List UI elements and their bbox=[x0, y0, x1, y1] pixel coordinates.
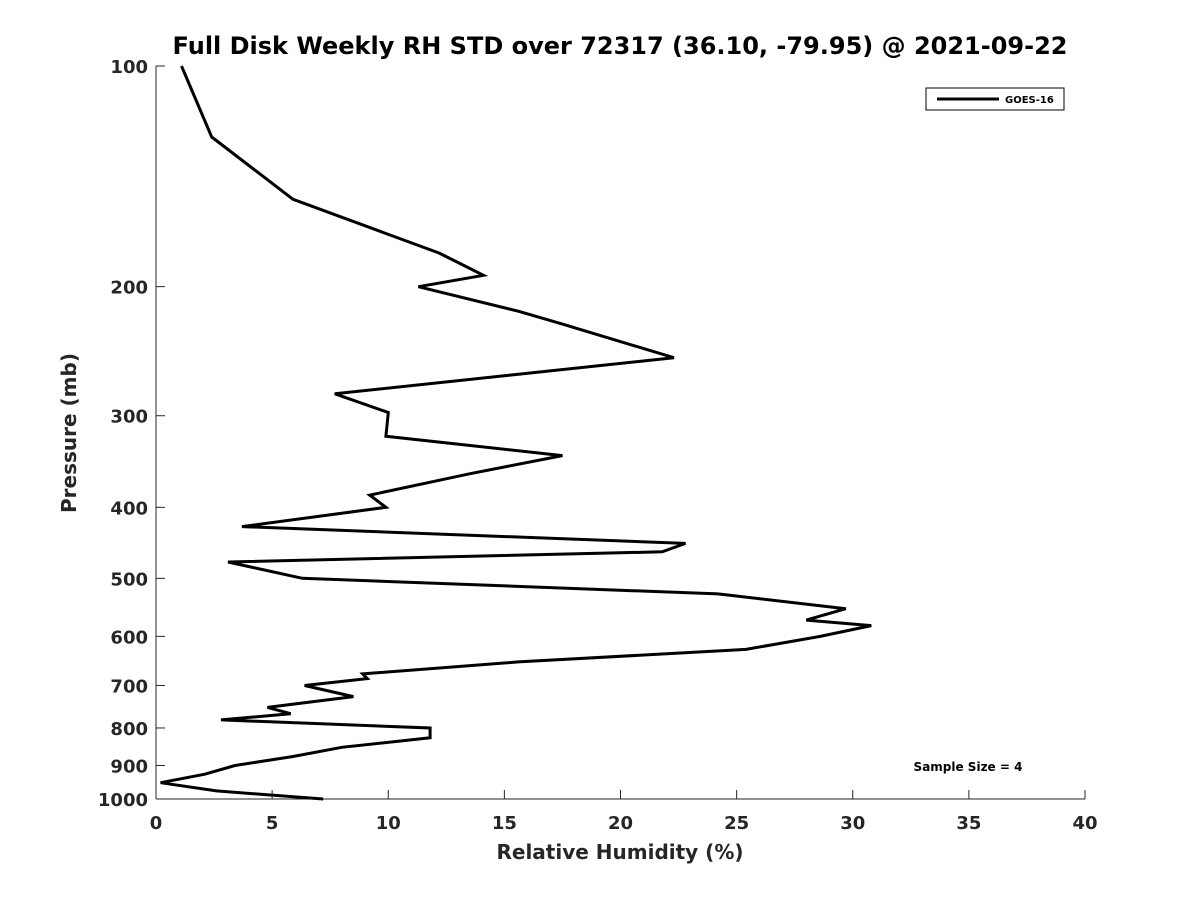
y-tick-label: 600 bbox=[110, 627, 148, 648]
y-tick-label: 800 bbox=[110, 719, 148, 740]
x-tick-label: 15 bbox=[492, 813, 517, 834]
x-tick-label: 40 bbox=[1072, 813, 1097, 834]
series-line-goes-16 bbox=[160, 65, 872, 801]
y-axis-label: Pressure (mb) bbox=[57, 353, 81, 513]
legend: GOES-16 bbox=[925, 87, 1065, 111]
y-tick-label: 1000 bbox=[98, 790, 148, 811]
legend-label-goes-16: GOES-16 bbox=[1005, 95, 1054, 106]
y-tick-label: 300 bbox=[110, 407, 148, 428]
x-tick-label: 30 bbox=[840, 813, 865, 834]
y-tick-label: 700 bbox=[110, 676, 148, 697]
x-tick-label: 25 bbox=[724, 813, 749, 834]
y-tick-label: 400 bbox=[110, 498, 148, 519]
x-tick-label: 35 bbox=[956, 813, 981, 834]
y-tick-label: 900 bbox=[110, 756, 148, 777]
y-tick-label: 500 bbox=[110, 569, 148, 590]
plot-area bbox=[156, 66, 1085, 799]
x-tick-label: 5 bbox=[266, 813, 279, 834]
chart-title: Full Disk Weekly RH STD over 72317 (36.1… bbox=[173, 32, 1068, 60]
x-tick-label: 0 bbox=[150, 813, 163, 834]
y-tick-label: 100 bbox=[110, 57, 148, 78]
x-tick-label: 20 bbox=[608, 813, 633, 834]
x-tick-label: 10 bbox=[376, 813, 401, 834]
y-tick-label: 200 bbox=[110, 278, 148, 299]
sample-size-annotation: Sample Size = 4 bbox=[914, 760, 1023, 774]
x-axis-label: Relative Humidity (%) bbox=[496, 840, 743, 864]
x-axis-ticks: 0 5 10 15 20 25 30 35 40 bbox=[150, 790, 1098, 834]
y-axis-ticks: 100 200 300 400 500 600 700 800 900 1000 bbox=[98, 57, 165, 811]
